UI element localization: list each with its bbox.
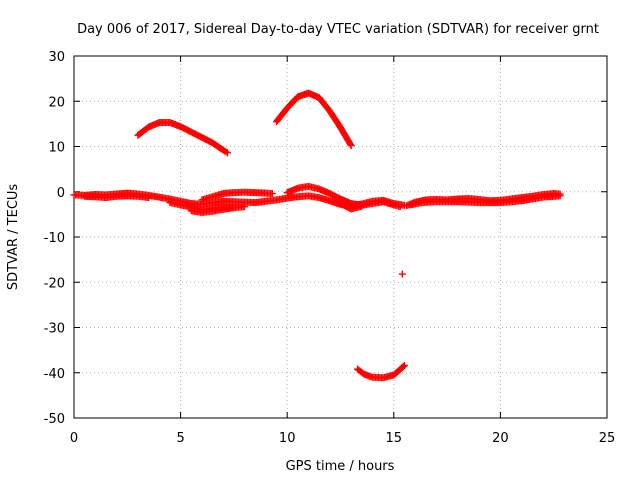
- data-point: [398, 270, 406, 278]
- y-tick-label: 10: [48, 141, 65, 156]
- data-point: [358, 202, 366, 210]
- data-point: [230, 204, 238, 212]
- data-point: [347, 142, 355, 150]
- data-point: [400, 362, 408, 370]
- series-baseline-d: [187, 204, 238, 217]
- data-point: [224, 149, 232, 157]
- gridlines: [74, 56, 607, 418]
- axis-ticks: [73, 55, 608, 419]
- y-tick-label: -30: [44, 322, 65, 337]
- y-tick-label: -50: [44, 412, 65, 427]
- y-tick-label: 0: [57, 186, 65, 201]
- y-tick-label: 30: [48, 50, 65, 65]
- y-tick-label: -20: [44, 276, 65, 291]
- series-arc-morning: [134, 119, 232, 157]
- data-point: [145, 194, 153, 202]
- series-baseline-e: [198, 188, 276, 204]
- y-tick-label: -10: [44, 231, 65, 246]
- x-tick-label: 10: [279, 431, 296, 446]
- data-markers: [70, 89, 564, 382]
- series-outlier: [398, 270, 406, 278]
- series-baseline-b: [81, 192, 153, 202]
- data-point: [346, 140, 354, 148]
- x-tick-label: 0: [70, 431, 78, 446]
- data-point: [222, 148, 230, 156]
- x-tick-label: 15: [386, 431, 403, 446]
- data-point: [399, 362, 407, 370]
- y-tick-label: 20: [48, 95, 65, 110]
- y-tick-label: -40: [44, 367, 65, 382]
- data-point: [241, 203, 249, 211]
- series-late-segment-lower: [407, 192, 564, 209]
- series-baseline-f: [283, 182, 404, 211]
- x-tick-labels: 0 5 10 15 20 25: [70, 431, 615, 446]
- x-tick-label: 5: [176, 431, 184, 446]
- y-axis-label: SDTVAR / TECUs: [6, 184, 21, 291]
- series-arc-midday: [273, 89, 355, 150]
- data-point: [396, 203, 404, 211]
- data-point: [268, 190, 276, 198]
- series-arc-negative: [354, 362, 408, 382]
- x-tick-label: 20: [492, 431, 509, 446]
- x-axis-label: GPS time / hours: [286, 459, 395, 474]
- data-point: [556, 192, 564, 200]
- series-baseline-g: [337, 200, 366, 213]
- x-tick-label: 25: [599, 431, 616, 446]
- y-tick-labels: -50 -40 -30 -20 -10 0 10 20 30: [44, 50, 65, 427]
- chart-title: Day 006 of 2017, Sidereal Day-to-day VTE…: [77, 22, 599, 37]
